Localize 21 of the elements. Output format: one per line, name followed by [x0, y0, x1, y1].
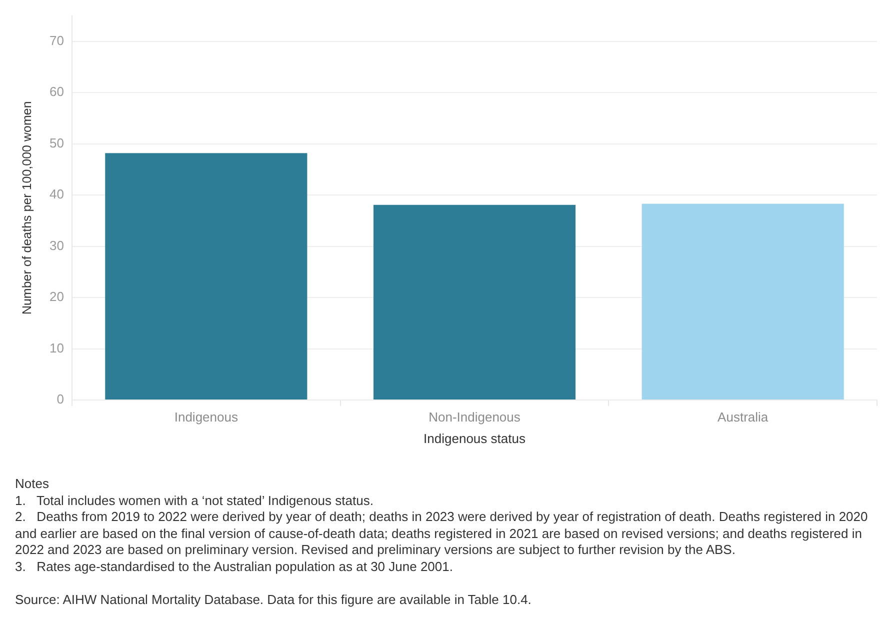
text: 1. Total includes women with a ‘not stated’ Indigenous status. [15, 492, 374, 510]
source-note: Source: AIHW National Mortality Database. Data for this figure are available in Table 10.4. [15, 592, 532, 609]
y-tick-label: 10 [50, 340, 64, 356]
text: 2. Deaths from 2019 to 2022 were derived by year of death; deaths in 2023 were derived by year of registration of death. Deaths registered in 2020 and earlier are based on the final version of cause-of-death data; deaths registered in 2021 are based on revised versions; and deaths registered in 2022 and 2023 are based on preliminary version. Revised and preliminary versions are subject to further revision by the ABS. [15, 509, 869, 559]
bar [373, 204, 576, 400]
text: 3. Rates age-standardised to the Australian population as at 30 June 2001. [15, 558, 454, 576]
bar [105, 153, 308, 400]
y-tick-label: 0 [56, 392, 64, 407]
y-tick-label: 40 [50, 186, 64, 202]
text: Notes [15, 476, 50, 493]
y-tick-label: 30 [50, 238, 64, 253]
y-tick-label: 70 [50, 32, 64, 48]
y-tick-label: 60 [50, 84, 64, 100]
x-axis-title: Indigenous status [424, 430, 526, 446]
x-tick-label: Non-Indigenous [428, 409, 521, 424]
bar [642, 204, 844, 400]
x-tick-label: Indigenous [174, 409, 238, 424]
x-tick-label: Australia [718, 409, 769, 424]
y-axis-title: Number of deaths per 100,000 women [20, 101, 34, 315]
y-tick-label: 20 [50, 289, 64, 304]
y-tick-label: 50 [50, 135, 64, 150]
